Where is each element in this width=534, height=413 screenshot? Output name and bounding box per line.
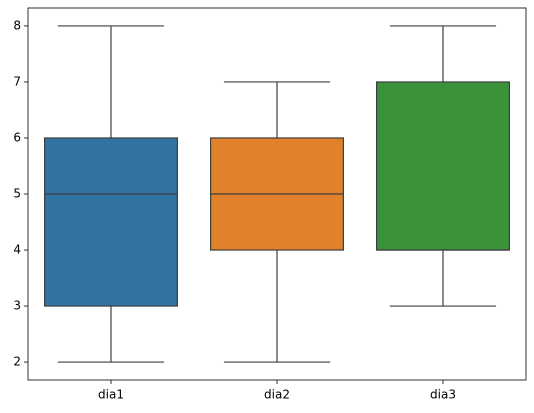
- y-tick-label: 5: [13, 187, 21, 201]
- y-tick-label: 8: [13, 18, 21, 32]
- x-tick-label: dia3: [430, 388, 456, 402]
- y-tick-label: 2: [13, 355, 21, 369]
- x-tick-label: dia2: [264, 388, 290, 402]
- box: [43, 137, 179, 307]
- box: [376, 81, 511, 251]
- x-tick-label: dia1: [98, 388, 124, 402]
- y-tick-label: 6: [13, 130, 21, 144]
- plot-frame: [27, 7, 527, 381]
- y-tick-label: 3: [13, 299, 21, 313]
- y-tick-label: 4: [13, 243, 21, 257]
- y-tick-label: 7: [13, 74, 21, 88]
